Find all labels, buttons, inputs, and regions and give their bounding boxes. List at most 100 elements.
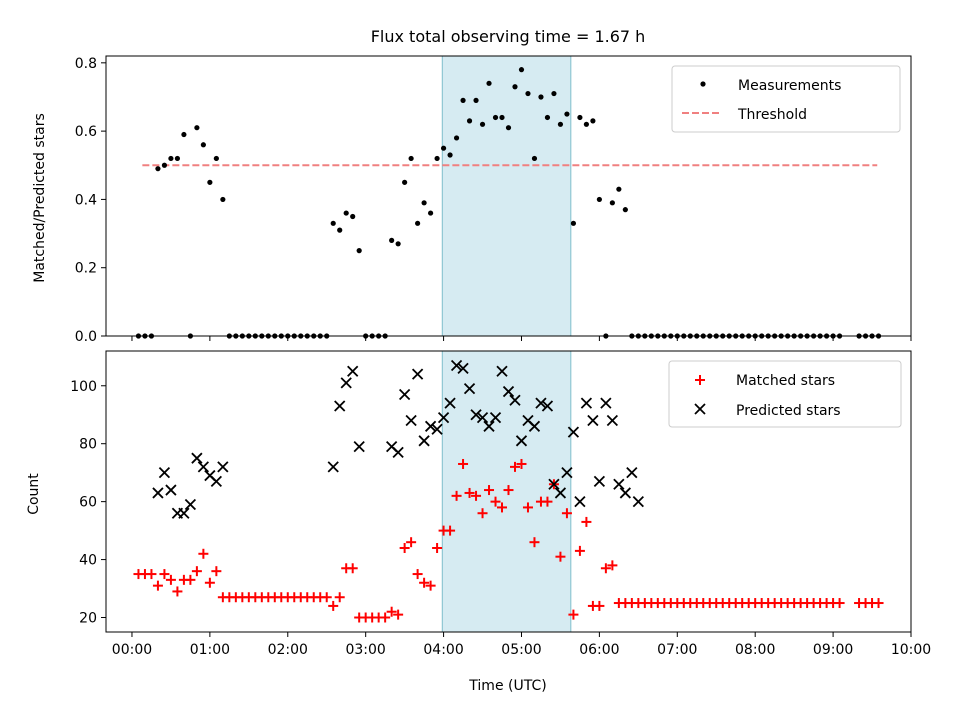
- y-tick-label: 100: [70, 379, 97, 395]
- measurement-point: [330, 220, 336, 226]
- measurement-point: [596, 196, 602, 203]
- matched-star-point: [568, 609, 579, 620]
- predicted-star-point: [197, 461, 210, 473]
- matched-star-point: [419, 577, 430, 588]
- measurement-point: [389, 237, 395, 243]
- matched-star-point: [198, 548, 209, 559]
- matched-star-point: [334, 592, 345, 603]
- marker-stroke: [580, 397, 593, 409]
- predicted-star-point: [528, 420, 541, 432]
- y-tick-label: 20: [79, 611, 97, 627]
- marker-stroke: [548, 478, 560, 490]
- marker-stroke: [476, 411, 489, 424]
- marker-stroke: [334, 400, 346, 412]
- measurement-point: [440, 145, 447, 151]
- predicted-star-point: [437, 411, 450, 424]
- marker-stroke: [347, 365, 359, 377]
- predicted-star-point: [483, 420, 495, 432]
- measurement-point: [356, 248, 362, 254]
- matched-star-point: [211, 566, 222, 577]
- marker-stroke: [152, 487, 164, 499]
- matched-star-point: [594, 600, 605, 611]
- measurement-point: [161, 162, 168, 168]
- matched-star-point: [464, 487, 475, 498]
- marker-stroke: [457, 362, 469, 375]
- marker-stroke: [535, 397, 547, 409]
- x-tick-label: 04:00: [423, 642, 463, 658]
- y-tick-label: 0.8: [75, 56, 97, 72]
- predicted-star-point: [561, 467, 573, 479]
- measurement-point: [194, 125, 200, 131]
- marker-stroke: [386, 440, 398, 453]
- matched-star-point: [509, 461, 520, 472]
- y-tick-label: 0.0: [75, 329, 97, 345]
- legend-matched-marker: [695, 375, 705, 385]
- matched-star-point: [471, 490, 482, 501]
- predicted-star-point: [210, 475, 222, 487]
- marker-stroke: [509, 394, 521, 406]
- marker-stroke: [587, 414, 599, 427]
- predicted-star-point: [580, 397, 593, 409]
- measurement-point: [434, 155, 440, 162]
- count-legend: Matched stars Predicted stars: [668, 360, 902, 428]
- marker-stroke: [613, 478, 625, 490]
- marker-stroke: [522, 414, 534, 427]
- legend-measurement-marker: [700, 81, 706, 87]
- predicted-star-point: [548, 478, 560, 490]
- matched-star-point: [321, 592, 332, 603]
- matched-star-point: [185, 574, 196, 585]
- x-tick-label: 02:00: [268, 642, 308, 658]
- legend-label-threshold: Threshold: [737, 107, 807, 123]
- matched-star-point: [503, 485, 514, 496]
- measurement-point: [525, 90, 531, 97]
- marker-stroke: [450, 359, 463, 372]
- predicted-star-point: [457, 362, 469, 375]
- x-axis-label: Time (UTC): [468, 678, 546, 694]
- marker-stroke: [210, 475, 222, 487]
- marker-stroke: [340, 377, 352, 389]
- measurement-point: [337, 227, 343, 233]
- ratio-legend: Measurements Threshold: [671, 65, 901, 133]
- predicted-star-point: [217, 461, 229, 473]
- predicted-star-point: [178, 507, 190, 519]
- predicted-star-point: [509, 394, 521, 406]
- measurement-point: [473, 97, 479, 103]
- marker-stroke: [191, 452, 203, 464]
- measurement-point: [466, 118, 473, 124]
- x-tick-label: 07:00: [657, 642, 697, 658]
- marker-stroke: [593, 475, 606, 487]
- measurement-point: [350, 213, 356, 220]
- matched-star-point: [529, 537, 540, 548]
- matched-star-point: [834, 598, 845, 609]
- matched-star-point: [484, 485, 495, 496]
- predicted-star-point: [158, 467, 171, 479]
- measurement-point: [421, 200, 427, 206]
- y-tick-label: 0.6: [75, 124, 97, 140]
- marker-stroke: [502, 385, 515, 398]
- marker-stroke: [431, 423, 443, 435]
- matched-star-point: [432, 542, 443, 553]
- marker-stroke: [626, 467, 638, 479]
- predicted-star-point: [392, 446, 404, 459]
- matched-star-point: [412, 569, 423, 580]
- marker-stroke: [496, 365, 508, 377]
- legend-label-predicted: Predicted stars: [736, 403, 841, 419]
- matched-star-point: [406, 537, 417, 548]
- marker-stroke: [217, 461, 229, 473]
- matched-star-point: [477, 508, 488, 519]
- marker-stroke: [437, 411, 450, 424]
- measurement-point: [207, 179, 213, 185]
- matched-star-point: [458, 458, 469, 469]
- shaded-observing-span: [441, 350, 572, 633]
- marker-stroke: [158, 467, 171, 479]
- matched-star-point: [146, 569, 157, 580]
- measurement-point: [220, 196, 226, 203]
- predicted-star-point: [165, 484, 177, 496]
- marker-stroke: [554, 487, 567, 499]
- x-tick-label: 06:00: [579, 642, 619, 658]
- measurement-point: [213, 155, 219, 162]
- measurement-point: [551, 90, 557, 97]
- legend-label-measurements: Measurements: [738, 78, 841, 94]
- predicted-star-point: [619, 487, 631, 499]
